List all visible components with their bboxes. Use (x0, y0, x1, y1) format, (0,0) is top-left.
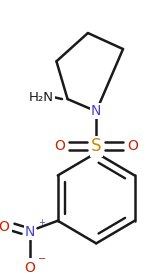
Text: N: N (91, 104, 101, 118)
Text: O: O (25, 261, 36, 273)
Text: S: S (91, 137, 101, 155)
Text: H₂N: H₂N (29, 91, 54, 104)
Text: +: + (38, 218, 45, 227)
Text: −: − (38, 254, 47, 264)
Text: O: O (0, 220, 10, 234)
Text: O: O (127, 139, 138, 153)
Text: N: N (25, 225, 35, 239)
Text: O: O (55, 139, 66, 153)
